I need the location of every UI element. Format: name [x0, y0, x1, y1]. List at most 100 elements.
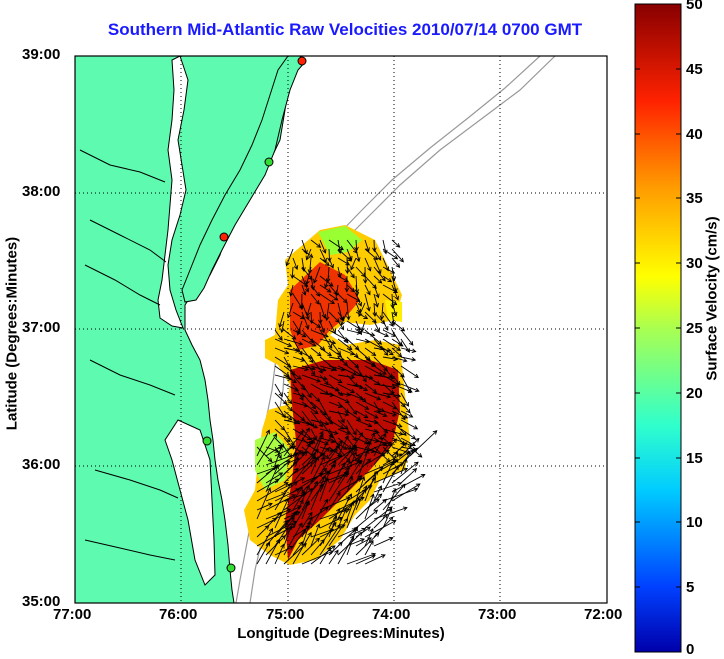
- velocity-arrowhead: [363, 413, 369, 419]
- velocity-arrow: [301, 516, 313, 538]
- velocity-arrowhead: [344, 435, 349, 440]
- velocity-arrow: [382, 465, 399, 493]
- velocity-arrow: [310, 524, 320, 547]
- velocity-arrow: [319, 428, 338, 434]
- velocity-arrowhead: [371, 361, 376, 367]
- velocity-arrowhead: [287, 342, 293, 348]
- velocity-arrow: [364, 473, 376, 502]
- velocity-arrow: [328, 401, 342, 408]
- velocity-arrow: [346, 497, 360, 529]
- velocity-arrowhead: [278, 392, 283, 398]
- velocity-arrow: [283, 419, 298, 424]
- velocity-arrow: [328, 239, 344, 250]
- velocity-arrow: [373, 275, 382, 284]
- velocity-arrow: [319, 455, 342, 466]
- velocity-arrow: [400, 365, 419, 378]
- velocity-arrowhead: [308, 439, 314, 445]
- velocity-arrowhead: [387, 277, 393, 283]
- velocity-arrow: [400, 468, 417, 484]
- velocity-arrow: [287, 302, 294, 318]
- velocity-arrowhead: [336, 507, 341, 513]
- velocity-arrowhead: [365, 247, 370, 253]
- velocity-arrowhead: [293, 461, 298, 466]
- velocity-arrowhead: [315, 397, 321, 403]
- velocity-arrow: [382, 239, 387, 254]
- velocity-arrowhead: [414, 373, 419, 379]
- velocity-arrowhead: [382, 498, 388, 504]
- velocity-arrow: [400, 410, 413, 418]
- velocity-arrow: [346, 392, 364, 400]
- velocity-arrowhead: [345, 430, 351, 435]
- velocity-arrowhead: [324, 498, 329, 504]
- velocity-arrow: [274, 446, 283, 466]
- velocity-arrowhead: [357, 301, 362, 307]
- velocity-arrowhead: [396, 380, 401, 386]
- velocity-arrow: [328, 320, 336, 334]
- velocity-arrow: [310, 456, 325, 484]
- velocity-arrowhead: [362, 279, 368, 284]
- velocity-arrow: [373, 410, 387, 417]
- velocity-arrowhead: [403, 414, 409, 419]
- velocity-arrowhead: [321, 474, 326, 480]
- velocity-arrow: [373, 347, 391, 352]
- velocity-arrow: [286, 248, 294, 266]
- velocity-arrowhead: [344, 287, 350, 293]
- velocity-arrow: [364, 257, 371, 271]
- velocity-arrow: [337, 374, 355, 379]
- velocity-arrow: [355, 356, 376, 367]
- velocity-arrowhead: [277, 454, 282, 460]
- velocity-arrow: [337, 428, 350, 435]
- velocity-arrow: [337, 528, 356, 538]
- velocity-arrow: [319, 524, 341, 556]
- velocity-arrowhead: [305, 427, 310, 433]
- velocity-arrowhead: [384, 332, 390, 338]
- velocity-arrowhead: [344, 408, 350, 414]
- velocity-arrowhead: [306, 442, 312, 448]
- velocity-arrow: [265, 444, 283, 457]
- velocity-arrow: [337, 435, 349, 457]
- velocity-arrowhead: [345, 269, 350, 275]
- velocity-arrow: [310, 239, 321, 248]
- velocity-arrowhead: [303, 451, 308, 456]
- velocity-arrow: [346, 428, 357, 441]
- velocity-arrow: [283, 468, 299, 484]
- velocity-arrowhead: [388, 350, 394, 356]
- velocity-arrow: [319, 284, 332, 293]
- velocity-arrowhead: [381, 276, 386, 282]
- velocity-arrow: [292, 311, 305, 320]
- velocity-arrowhead: [304, 500, 309, 506]
- velocity-arrow: [391, 239, 400, 248]
- velocity-arrow: [328, 374, 343, 383]
- velocity-arrowhead: [372, 284, 377, 290]
- velocity-arrowhead: [366, 290, 371, 296]
- velocity-arrow: [265, 539, 280, 565]
- velocity-arrowhead: [382, 442, 388, 447]
- velocity-arrow: [373, 537, 393, 547]
- velocity-arrowhead: [365, 441, 371, 446]
- velocity-arrowhead: [313, 480, 318, 486]
- velocity-arrow: [274, 329, 283, 341]
- velocity-arrowhead: [361, 397, 367, 403]
- velocity-arrowhead: [357, 475, 363, 480]
- velocity-arrowhead: [280, 328, 285, 334]
- velocity-arrow: [364, 410, 378, 419]
- velocity-arrowhead: [338, 391, 344, 397]
- velocity-arrowhead: [329, 263, 334, 269]
- velocity-arrowhead: [392, 411, 397, 417]
- velocity-arrow: [279, 311, 285, 328]
- velocity-arrowhead: [304, 287, 310, 293]
- velocity-arrowhead: [414, 387, 420, 393]
- velocity-arrow: [382, 293, 397, 305]
- velocity-arrow: [382, 392, 401, 397]
- velocity-arrowhead: [372, 388, 378, 394]
- delmarva-peninsula: [181, 56, 306, 303]
- velocity-arrow: [337, 419, 349, 430]
- velocity-arrowhead: [293, 420, 299, 425]
- velocity-arrowhead: [311, 342, 317, 347]
- velocity-arrowhead: [397, 481, 403, 487]
- velocity-arrowhead: [385, 457, 391, 463]
- velocity-arrow: [283, 374, 297, 383]
- velocity-arrow: [337, 445, 357, 466]
- velocity-arrowhead: [302, 543, 307, 548]
- velocity-arrow: [373, 266, 386, 282]
